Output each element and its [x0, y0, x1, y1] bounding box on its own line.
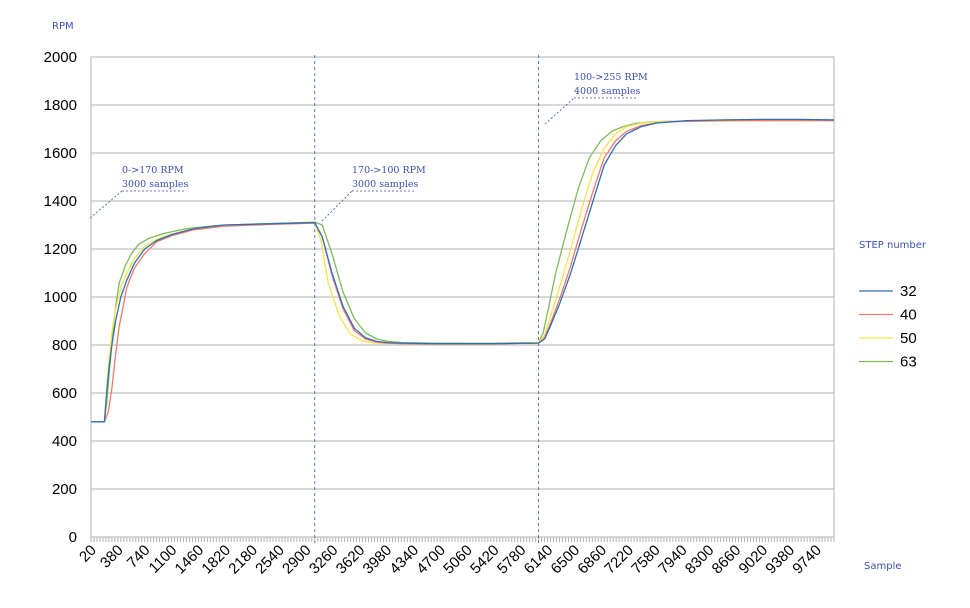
- step-markers: [314, 55, 539, 543]
- x-tick-label: 1100: [146, 542, 181, 577]
- x-tick-label: 9380: [762, 542, 798, 578]
- legend-label: 40: [900, 307, 917, 324]
- x-tick-label: 6860: [574, 542, 610, 578]
- legend-label: 32: [900, 283, 917, 300]
- y-tick-label: 2000: [44, 49, 77, 66]
- x-minor-ticks: [90, 537, 835, 542]
- x-tick-label: 3980: [360, 542, 396, 578]
- x-tick-label: 5780: [494, 542, 530, 578]
- annotation-text: 100->255 RPM: [574, 72, 648, 83]
- series-lines: [91, 118, 835, 423]
- x-tick-label: 3260: [306, 542, 342, 578]
- x-tick-label: 2180: [225, 542, 261, 578]
- annotation-leader: [544, 97, 575, 125]
- x-tick-label: 7220: [601, 542, 637, 578]
- x-tick-label: 5420: [467, 542, 503, 578]
- x-tick-label: 9740: [789, 542, 825, 578]
- x-tick-label: 4340: [386, 542, 422, 578]
- x-tick-label: 2900: [279, 542, 315, 578]
- x-tick-label: 7580: [628, 542, 664, 578]
- x-tick-label: 8660: [709, 542, 745, 578]
- annotation-text: 0->170 RPM: [122, 165, 184, 176]
- annotations: 0->170 RPM 3000 samples 170->100 RPM 3000 s…: [89, 72, 648, 222]
- y-tick-label: 1200: [44, 241, 77, 258]
- series-line-40: [91, 119, 834, 423]
- series-line-50: [91, 119, 834, 423]
- y-tick-label: 400: [52, 433, 77, 450]
- annotation-leader: [89, 190, 123, 219]
- legend: STEP number 32 40 50 63: [859, 240, 927, 371]
- grid-lines: [90, 56, 835, 542]
- series-line-32: [91, 118, 835, 423]
- x-axis-title: Sample: [864, 561, 902, 572]
- x-axis-ticks: 2038074011001460182021802540290032603620…: [76, 542, 825, 578]
- y-tick-label: 0: [69, 529, 77, 546]
- x-tick-label: 1820: [198, 542, 234, 578]
- x-tick-label: 8300: [682, 542, 718, 578]
- x-tick-label: 6500: [548, 542, 584, 578]
- y-tick-label: 1800: [44, 97, 77, 114]
- x-tick-label: 3620: [333, 542, 369, 578]
- x-tick-label: 20: [76, 542, 100, 566]
- legend-label: 50: [900, 330, 917, 347]
- series-line-63: [91, 119, 835, 423]
- annotation-leader: [321, 190, 353, 222]
- y-tick-label: 1600: [44, 145, 77, 162]
- annotation-text: 3000 samples: [122, 179, 188, 190]
- annotation-text: 4000 samples: [574, 86, 640, 97]
- x-tick-label: 4700: [413, 542, 449, 578]
- x-tick-label: 2540: [252, 542, 288, 578]
- x-tick-label: 5060: [440, 542, 476, 578]
- x-tick-label: 9020: [736, 542, 772, 578]
- x-tick-label: 6140: [521, 542, 557, 578]
- y-tick-label: 200: [52, 481, 77, 498]
- y-tick-label: 800: [52, 337, 77, 354]
- y-tick-label: 600: [52, 385, 77, 402]
- x-tick-label: 7940: [655, 542, 691, 578]
- legend-label: 63: [900, 354, 917, 371]
- y-axis-title: RPM: [52, 21, 74, 32]
- annotation-text: 3000 samples: [352, 179, 418, 190]
- x-tick-label: 380: [97, 542, 127, 572]
- y-tick-label: 1000: [44, 289, 77, 306]
- y-tick-label: 1400: [44, 193, 77, 210]
- x-tick-label: 1460: [172, 542, 208, 578]
- y-axis-ticks: 0 200 400 600 800 1000 1200 1400 1600 1800 2000: [44, 49, 77, 546]
- annotation-text: 170->100 RPM: [352, 165, 426, 176]
- legend-title: STEP number: [859, 240, 927, 251]
